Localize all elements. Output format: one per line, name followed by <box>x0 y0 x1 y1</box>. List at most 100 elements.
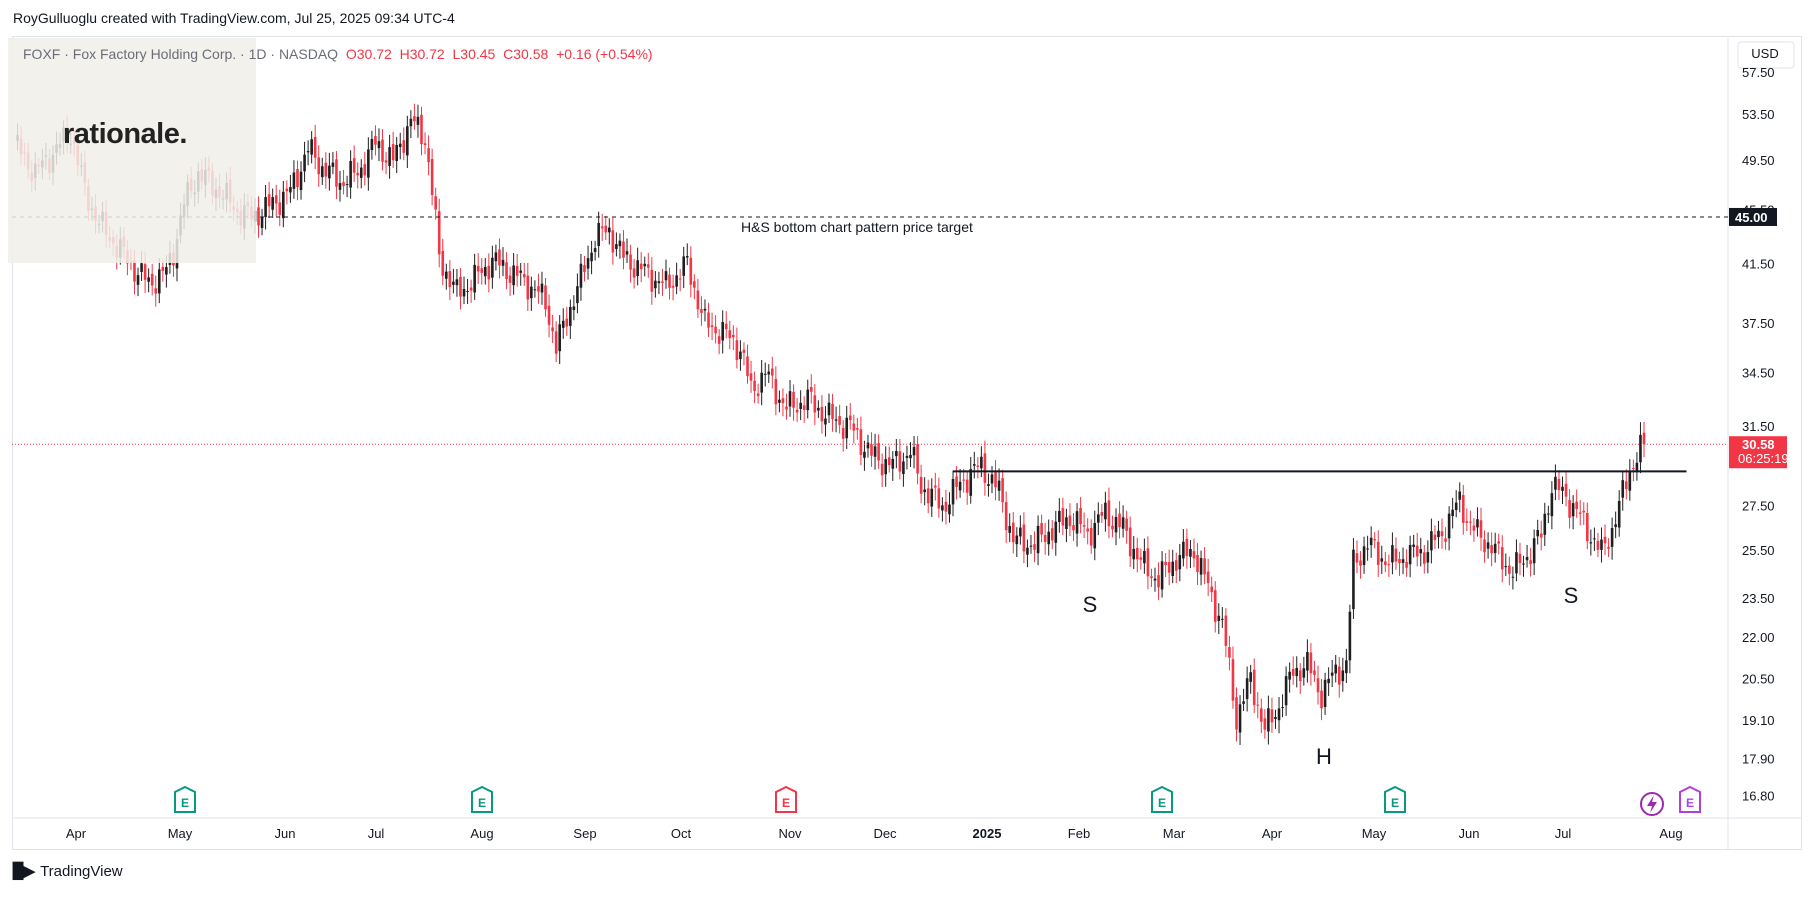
candle <box>1568 489 1571 529</box>
candle <box>739 340 742 371</box>
candle <box>661 268 664 296</box>
candle <box>278 189 282 227</box>
candle <box>1001 469 1004 513</box>
candle-body <box>299 171 303 191</box>
candle <box>895 438 898 469</box>
candle <box>987 473 990 497</box>
candle-body <box>384 160 388 163</box>
candle-body <box>1341 670 1345 682</box>
candle <box>1337 657 1341 698</box>
candle <box>604 215 608 240</box>
candle-body <box>987 484 990 486</box>
candle <box>526 262 530 312</box>
candle-body <box>689 257 693 285</box>
candle-body <box>976 465 980 467</box>
candle-body <box>806 389 810 411</box>
candle-body <box>576 286 579 304</box>
candle <box>406 115 409 168</box>
candle <box>1515 539 1518 582</box>
candle-body <box>1178 555 1182 570</box>
candle-body <box>834 419 838 421</box>
candle-body <box>1600 539 1603 550</box>
candle <box>522 262 526 286</box>
candle-body <box>1065 517 1068 530</box>
candle-body <box>1249 672 1252 682</box>
candle <box>1529 547 1532 577</box>
candle-body <box>930 488 934 507</box>
candle <box>593 240 597 261</box>
candle <box>1554 464 1557 501</box>
candle-body <box>289 187 292 193</box>
candle <box>452 268 455 294</box>
legend-open: O30.72 <box>345 46 392 62</box>
candle <box>1440 518 1444 549</box>
candle-body <box>522 274 526 278</box>
candle-body <box>1490 545 1493 554</box>
candle <box>1415 532 1419 567</box>
candle <box>682 246 686 288</box>
chart-attribution: RoyGulluoglu created with TradingView.co… <box>13 10 455 26</box>
candle <box>1483 530 1486 563</box>
candle-body <box>1281 707 1284 709</box>
candle-body <box>1458 491 1462 500</box>
candle-body <box>1320 690 1323 709</box>
candle-body <box>157 269 161 294</box>
candle-body <box>902 461 905 475</box>
candle <box>299 161 303 200</box>
candle <box>781 388 785 417</box>
candle-body <box>593 248 597 252</box>
candle-body <box>926 488 930 504</box>
candle <box>320 157 324 185</box>
symbol-name: FOXF · Fox Factory Holding Corp. · 1D · … <box>23 46 339 62</box>
candle <box>671 274 675 301</box>
candle-body <box>1522 563 1525 565</box>
candle-body <box>1068 515 1072 527</box>
candle <box>1008 513 1012 542</box>
candle-body <box>1082 525 1086 527</box>
candle <box>147 268 150 293</box>
candle-body <box>948 504 951 515</box>
candle-body <box>824 418 827 425</box>
candle-body <box>561 320 565 328</box>
candle <box>473 253 476 300</box>
candle <box>813 384 817 426</box>
candle <box>1132 536 1136 570</box>
candle <box>345 175 349 198</box>
pattern-label: S <box>1083 592 1098 617</box>
candle <box>491 245 494 289</box>
candle <box>965 471 969 505</box>
candle <box>267 181 271 219</box>
candle <box>576 273 579 314</box>
candle-body <box>749 373 753 381</box>
candle-body <box>1274 716 1277 720</box>
candle-body <box>1089 528 1093 546</box>
candle <box>1589 529 1593 556</box>
candle-body <box>437 211 441 255</box>
candle-body <box>799 402 802 410</box>
candle <box>1086 518 1089 545</box>
price-tick-label: 34.50 <box>1742 365 1775 380</box>
candle-body <box>934 485 937 488</box>
candle <box>902 452 905 487</box>
candle <box>530 276 533 311</box>
candle <box>636 247 639 286</box>
candle <box>1578 500 1582 526</box>
candle-body <box>462 288 466 297</box>
candle <box>1072 512 1075 541</box>
candle <box>1192 538 1196 568</box>
candle <box>363 151 367 186</box>
candle-body <box>413 116 416 122</box>
candle-body <box>306 151 310 153</box>
candle-body <box>1394 548 1398 562</box>
candle-body <box>1182 541 1185 559</box>
candle <box>1642 421 1646 458</box>
candle-body <box>423 143 427 146</box>
candle <box>1199 550 1203 586</box>
candle-body <box>678 278 682 280</box>
candle-body <box>501 259 505 266</box>
candle <box>282 181 285 228</box>
candle-body <box>420 114 423 145</box>
candle-body <box>1437 530 1440 538</box>
candle-body <box>1642 432 1646 445</box>
